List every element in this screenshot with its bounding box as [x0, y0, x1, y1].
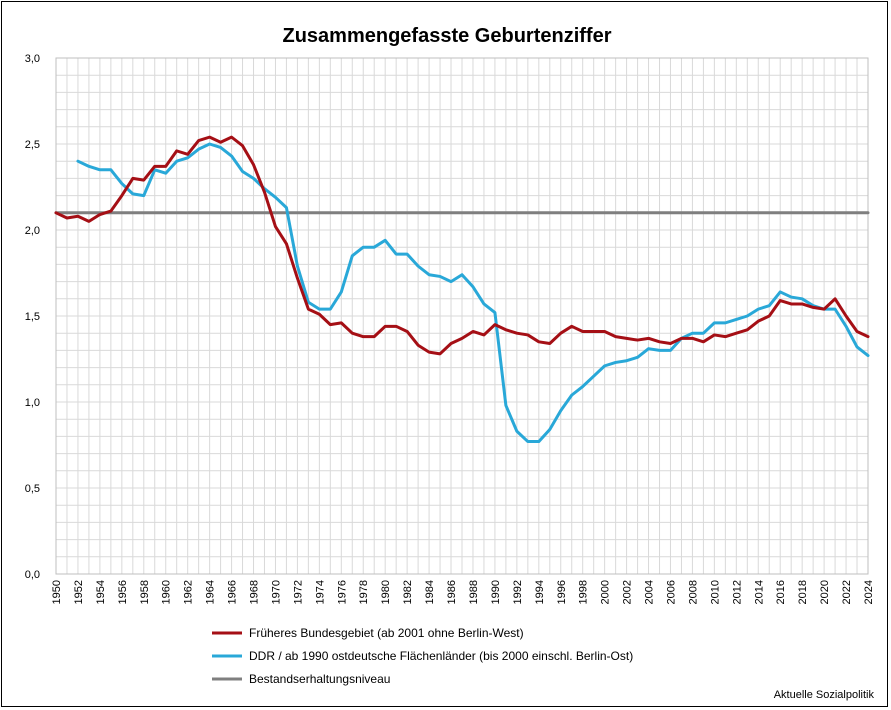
x-tick-label: 1986 [446, 580, 458, 604]
x-tick-label: 2000 [600, 580, 612, 604]
series-line-ddr-ost [76, 142, 870, 444]
y-axis: 0,0 0,5 1,0 1,5 2,0 2,5 3,0 [25, 53, 40, 581]
legend-label: Bestandserhaltungsniveau [249, 672, 390, 686]
x-tick-label: 2004 [644, 580, 656, 604]
x-tick-label: 2014 [753, 580, 765, 604]
x-tick-label: 1952 [73, 580, 85, 604]
x-tick-label: 1988 [468, 580, 480, 604]
grid [55, 57, 869, 575]
x-tick-label: 1960 [161, 580, 173, 604]
x-tick-label: 1980 [380, 580, 392, 604]
x-tick-label: 2020 [819, 580, 831, 604]
plot-area [55, 57, 869, 575]
chart-title: Zusammengefasste Geburtenziffer [283, 25, 612, 47]
x-tick-label: 2016 [775, 580, 787, 604]
y-tick-label: 1,5 [25, 311, 40, 323]
legend: Früheres Bundesgebiet (ab 2001 ohne Berl… [212, 626, 633, 686]
x-tick-label: 1982 [402, 580, 414, 604]
y-tick-label: 1,0 [25, 397, 40, 409]
legend-label: DDR / ab 1990 ostdeutsche Flächenländer … [249, 649, 633, 663]
x-tick-label: 1990 [490, 580, 502, 604]
x-tick-label: 2012 [731, 580, 743, 604]
x-tick-label: 2002 [622, 580, 634, 604]
x-tick-label: 1978 [358, 580, 370, 604]
x-tick-label: 1966 [227, 580, 239, 604]
x-tick-label: 1992 [512, 580, 524, 604]
x-tick-label: 1972 [292, 580, 304, 604]
x-tick-label: 1974 [314, 580, 326, 604]
x-tick-label: 2008 [687, 580, 699, 604]
x-axis: 1950 1952 1954 1956 1958 1960 1962 1964 1966 1968… [51, 580, 875, 604]
x-tick-label: 2024 [863, 580, 875, 604]
y-tick-label: 2,5 [25, 139, 40, 151]
x-tick-label: 1968 [249, 580, 261, 604]
x-tick-label: 1956 [117, 580, 129, 604]
y-tick-label: 0,0 [25, 569, 40, 581]
x-tick-label: 2018 [797, 580, 809, 604]
source-label: Aktuelle Sozialpolitik [774, 689, 875, 701]
x-tick-label: 1962 [183, 580, 195, 604]
x-tick-label: 1996 [556, 580, 568, 604]
x-tick-label: 1964 [205, 580, 217, 604]
x-tick-label: 2022 [841, 580, 853, 604]
y-tick-label: 3,0 [25, 53, 40, 65]
y-tick-label: 2,0 [25, 225, 40, 237]
x-tick-label: 1976 [336, 580, 348, 604]
legend-label: Früheres Bundesgebiet (ab 2001 ohne Berl… [249, 626, 524, 640]
x-tick-label: 1958 [139, 580, 151, 604]
x-tick-label: 1994 [534, 580, 546, 604]
x-tick-label: 1998 [578, 580, 590, 604]
x-tick-label: 1970 [270, 580, 282, 604]
x-tick-label: 1954 [95, 580, 107, 604]
x-tick-label: 2010 [709, 580, 721, 604]
x-tick-label: 1984 [424, 580, 436, 604]
y-tick-label: 0,5 [25, 483, 40, 495]
x-tick-label: 1950 [51, 580, 63, 604]
series-line-bundesgebiet [54, 135, 870, 356]
x-tick-label: 2006 [665, 580, 677, 604]
series-lines [54, 135, 870, 444]
